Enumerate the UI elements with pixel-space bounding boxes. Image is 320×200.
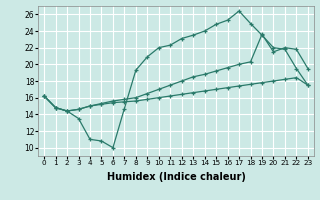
X-axis label: Humidex (Indice chaleur): Humidex (Indice chaleur) [107,172,245,182]
